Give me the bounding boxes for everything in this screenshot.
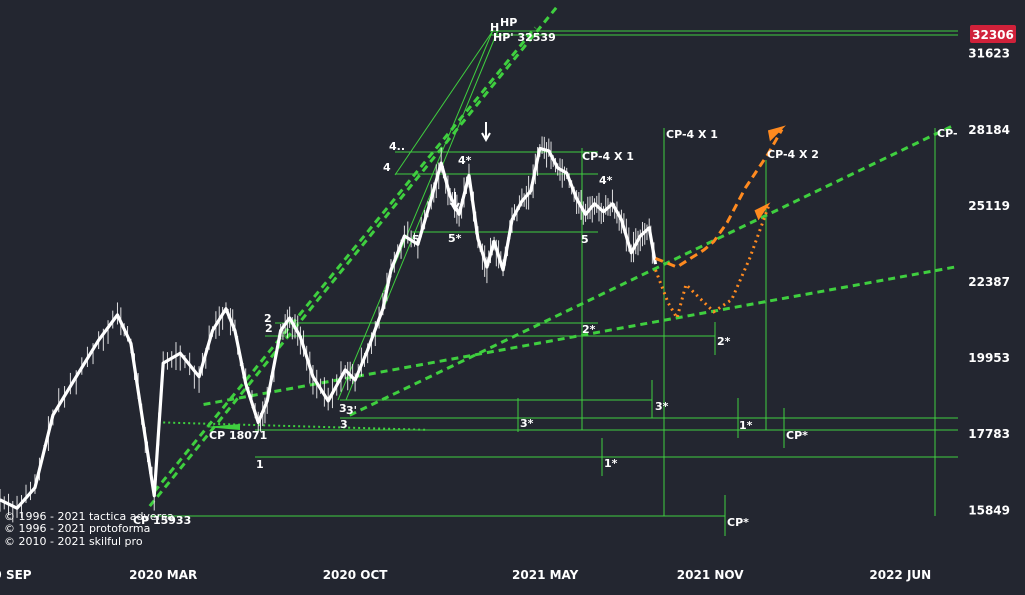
- wave-label: 1: [256, 458, 264, 471]
- hp-label: HP: [500, 16, 517, 29]
- price-line: [0, 146, 658, 510]
- cp4x2-label: CP-4 X 2: [767, 148, 819, 161]
- wave-label: 1*: [739, 419, 753, 432]
- cp-label: CP-: [937, 127, 958, 140]
- h-label: H: [490, 21, 499, 34]
- wave-label: 2: [264, 312, 272, 325]
- wave-label: 3': [346, 404, 357, 417]
- trend-lines: [148, 4, 956, 508]
- wave-label: 2: [265, 322, 273, 335]
- wave-label: 4*: [458, 154, 472, 167]
- cp-star-label-b: CP*: [786, 429, 808, 442]
- x-tick-label: 2019 SEP: [0, 568, 32, 582]
- down-arrow-a-head: [481, 132, 491, 143]
- wave-label: 5: [412, 233, 420, 246]
- y-tick-label: 31623: [968, 47, 1010, 61]
- wave-label: 5*: [448, 232, 462, 245]
- wave-label: 2*: [582, 323, 596, 336]
- trendline-3: [349, 123, 956, 417]
- wave-label: 3*: [520, 417, 534, 430]
- price-series: [0, 136, 658, 523]
- axes: 31623 28184 25119 22387 19953 17783 15849 2019 …: [0, 47, 1010, 582]
- projection-dashed: [654, 128, 784, 269]
- copyright-block: © 1996 - 2021 tactica adversa © 1996 - 2…: [4, 510, 174, 548]
- wave-label: 4: [383, 161, 391, 174]
- level-lines: [150, 29, 958, 536]
- wave-label: 5: [581, 233, 589, 246]
- wave-label: 3: [340, 418, 348, 431]
- cp-15933-label: CP 15933: [133, 514, 191, 527]
- cp-18071-label: CP 18071: [209, 429, 267, 442]
- cp-star-label: CP*: [727, 516, 749, 529]
- trendline-5: [163, 421, 427, 431]
- x-tick-label: 2021 MAY: [512, 568, 579, 582]
- wave-label: 3*: [655, 400, 669, 413]
- y-tick-label: 25119: [968, 199, 1010, 213]
- wave-label: 4..: [389, 140, 405, 153]
- y-tick-label: 15849: [968, 503, 1010, 517]
- wave-label: 2*: [717, 335, 731, 348]
- projections: [654, 125, 786, 322]
- down-arrow-b-head: [450, 202, 460, 213]
- projection-dotted-arrowhead: [754, 202, 771, 221]
- wave-label: 3: [339, 402, 347, 415]
- last-price-badge: 32306: [970, 25, 1016, 43]
- copyright-line-3: © 2010 - 2021 skilful pro: [4, 535, 143, 548]
- y-tick-label: 22387: [968, 275, 1010, 289]
- x-tick-label: 2022 JUN: [869, 568, 931, 582]
- projection-dashed-arrowhead: [767, 125, 786, 142]
- cp4x1-label-b: CP-4 X 1: [666, 128, 718, 141]
- copyright-line-2: © 1996 - 2021 protoforma: [4, 522, 150, 535]
- x-tick-label: 2020 MAR: [129, 568, 197, 582]
- apex-line-c: [394, 31, 493, 176]
- x-tick-label: 2021 NOV: [677, 568, 744, 582]
- y-tick-label: 17783: [968, 427, 1010, 441]
- y-tick-label: 28184: [968, 123, 1010, 137]
- y-tick-label: 19953: [968, 351, 1010, 365]
- last-price-label: 32306: [972, 28, 1014, 42]
- trendline-4: [203, 265, 956, 406]
- apex-line-a: [337, 29, 494, 401]
- hp-prime-label: HP' 32539: [493, 31, 556, 44]
- cp-arrow-marker: [205, 424, 240, 430]
- cp4x1-label-a: CP-4 X 1: [582, 150, 634, 163]
- x-tick-label: 2020 OCT: [323, 568, 389, 582]
- wave-label: 4*: [599, 174, 613, 187]
- last-price-box: [970, 25, 1016, 43]
- wave-label: 1*: [604, 457, 618, 470]
- copyright-line-1: © 1996 - 2021 tactica adversa: [4, 510, 174, 523]
- trendline-2: [153, 26, 537, 493]
